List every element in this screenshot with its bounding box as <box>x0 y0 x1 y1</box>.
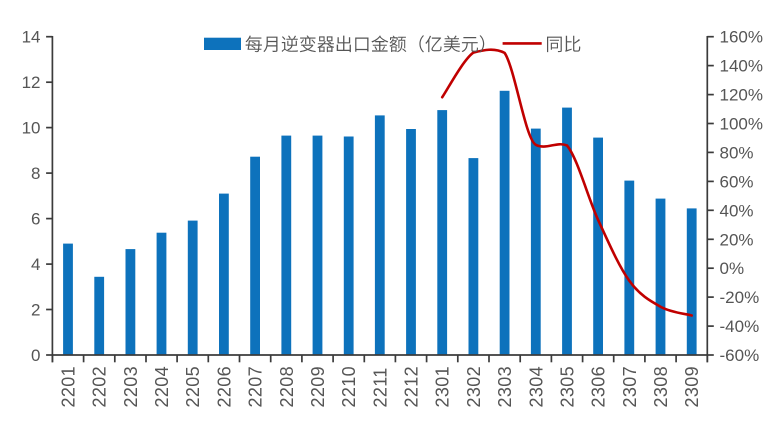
svg-text:140%: 140% <box>720 57 763 76</box>
svg-text:2209: 2209 <box>308 366 328 407</box>
svg-text:2303: 2303 <box>495 366 515 407</box>
svg-text:6: 6 <box>31 210 40 229</box>
svg-text:2307: 2307 <box>620 366 640 407</box>
svg-text:14: 14 <box>22 28 41 47</box>
svg-text:2207: 2207 <box>246 366 266 407</box>
svg-text:2201: 2201 <box>59 366 79 407</box>
svg-text:2304: 2304 <box>526 366 546 407</box>
svg-text:80%: 80% <box>720 143 754 162</box>
svg-text:12: 12 <box>22 73 41 92</box>
svg-text:160%: 160% <box>720 28 763 47</box>
svg-text:2206: 2206 <box>214 366 234 407</box>
svg-text:2: 2 <box>31 301 40 320</box>
svg-text:2205: 2205 <box>183 366 203 407</box>
svg-text:4: 4 <box>31 255 40 274</box>
svg-text:2202: 2202 <box>90 366 110 407</box>
svg-text:2301: 2301 <box>433 366 453 407</box>
svg-text:2211: 2211 <box>370 367 390 407</box>
svg-text:100%: 100% <box>720 115 763 134</box>
svg-text:2309: 2309 <box>682 366 702 407</box>
svg-text:2210: 2210 <box>339 366 359 407</box>
svg-text:120%: 120% <box>720 86 763 105</box>
svg-text:-20%: -20% <box>720 288 760 307</box>
svg-text:0%: 0% <box>720 259 745 278</box>
svg-text:2212: 2212 <box>402 366 422 407</box>
svg-text:2308: 2308 <box>651 366 671 407</box>
svg-text:-40%: -40% <box>720 317 760 336</box>
svg-text:2208: 2208 <box>277 366 297 407</box>
svg-text:2305: 2305 <box>558 366 578 407</box>
svg-text:2204: 2204 <box>152 366 172 407</box>
svg-text:2306: 2306 <box>589 366 609 407</box>
svg-text:20%: 20% <box>720 230 754 249</box>
svg-text:-60%: -60% <box>720 346 760 365</box>
svg-text:10: 10 <box>22 119 41 138</box>
svg-text:8: 8 <box>31 164 40 183</box>
svg-text:60%: 60% <box>720 172 754 191</box>
svg-text:2302: 2302 <box>464 366 484 407</box>
svg-text:40%: 40% <box>720 201 754 220</box>
svg-text:2203: 2203 <box>121 366 141 407</box>
svg-text:0: 0 <box>31 346 40 365</box>
